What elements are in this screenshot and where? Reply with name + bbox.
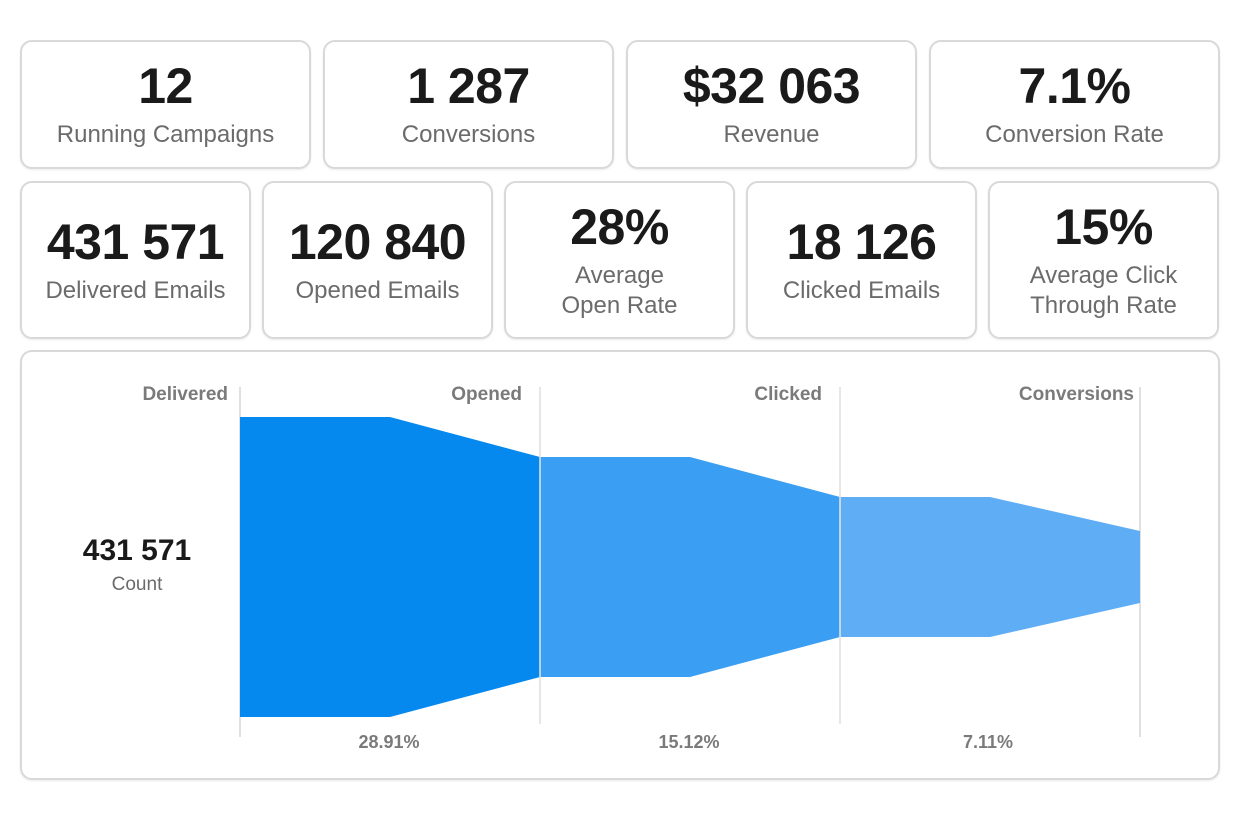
kpi-value: 15% bbox=[1054, 198, 1153, 255]
kpi-card-average-open-rate: 28% Average Open Rate bbox=[504, 181, 735, 339]
conversion-pct-label: 28.91% bbox=[358, 732, 420, 752]
stage-label-delivered: Delivered bbox=[142, 384, 228, 405]
count-label: Count bbox=[111, 574, 163, 595]
kpi-label: Average Open Rate bbox=[561, 261, 678, 319]
kpi-value: 7.1% bbox=[1018, 58, 1131, 114]
funnel-segment-delivered bbox=[240, 417, 540, 717]
kpi-label: Average Click Through Rate bbox=[1029, 261, 1178, 319]
kpi-card-running-campaigns: 12 Running Campaigns bbox=[20, 40, 311, 169]
kpi-card-conversions: 1 287 Conversions bbox=[323, 40, 614, 169]
kpi-label: Opened Emails bbox=[295, 276, 460, 304]
kpi-card-delivered-emails: 431 571 Delivered Emails bbox=[20, 181, 251, 339]
funnel-chart-card: Delivered Opened Clicked Conversions 431… bbox=[20, 350, 1220, 780]
funnel-segment-opened bbox=[540, 457, 840, 677]
stage-label-clicked: Clicked bbox=[754, 384, 822, 405]
kpi-value: 12 bbox=[138, 58, 193, 114]
kpi-card-opened-emails: 120 840 Opened Emails bbox=[262, 181, 493, 339]
kpi-value: 28% bbox=[570, 198, 669, 255]
funnel-chart bbox=[239, 387, 1141, 737]
kpi-label: Delivered Emails bbox=[45, 276, 226, 304]
kpi-label: Clicked Emails bbox=[782, 276, 941, 304]
kpi-card-clicked-emails: 18 126 Clicked Emails bbox=[746, 181, 977, 339]
kpi-value: 120 840 bbox=[288, 213, 467, 270]
kpi-value: $32 063 bbox=[682, 58, 861, 114]
kpi-value: 18 126 bbox=[786, 213, 937, 270]
funnel-segment-clicked bbox=[840, 497, 1140, 637]
kpi-card-average-click-through-rate: 15% Average Click Through Rate bbox=[988, 181, 1219, 339]
kpi-label: Conversion Rate bbox=[985, 121, 1164, 148]
conversion-pct-label: 15.12% bbox=[658, 732, 720, 752]
kpi-value: 431 571 bbox=[46, 213, 225, 270]
count-summary: 431 571 Count bbox=[62, 534, 212, 596]
conversion-pct-label: 7.11% bbox=[962, 732, 1014, 752]
kpi-label: Conversions bbox=[401, 121, 536, 148]
kpi-value: 1 287 bbox=[407, 58, 530, 114]
stage-label-opened: Opened bbox=[451, 384, 522, 405]
kpi-label: Running Campaigns bbox=[56, 121, 275, 148]
count-value: 431 571 bbox=[82, 534, 192, 567]
kpi-label: Revenue bbox=[723, 121, 820, 148]
kpi-card-revenue: $32 063 Revenue bbox=[626, 40, 917, 169]
stage-label-conversions: Conversions bbox=[1018, 384, 1134, 405]
kpi-card-conversion-rate: 7.1% Conversion Rate bbox=[929, 40, 1220, 169]
